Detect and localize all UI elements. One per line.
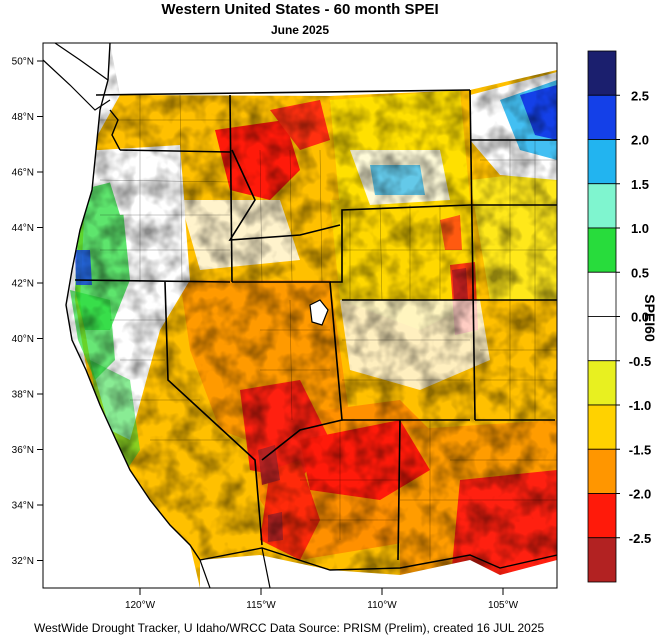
ocean-mask <box>43 43 557 588</box>
lat-label: 34°N <box>12 501 34 512</box>
colorbar-swatch <box>587 227 617 273</box>
coastline <box>65 43 201 561</box>
latitude-axis: 50°N 48°N 46°N 44°N 42°N 40°N 38°N 36°N 34°N 32°N <box>12 57 43 567</box>
map-title: Western United States - 60 month SPEI <box>161 1 439 18</box>
colorbar-swatch <box>587 50 617 96</box>
lat-label: 48°N <box>12 112 34 123</box>
colorbar-swatch <box>587 360 617 406</box>
lat-label: 50°N <box>12 57 34 68</box>
lat-label: 40°N <box>12 334 34 345</box>
colorbar-swatch <box>587 94 617 140</box>
colorbar-swatch <box>587 271 617 317</box>
colorbar-label: 2.5 <box>631 88 649 103</box>
colorbar-label: -1.5 <box>629 442 651 457</box>
county-boundaries <box>99 94 557 560</box>
colorbar-swatch <box>587 316 617 362</box>
colorbar-label: -2.0 <box>629 487 651 502</box>
colorbar-label: -1.0 <box>629 398 651 413</box>
colorbar-label: 2.0 <box>631 133 649 148</box>
colorbar-label: -0.5 <box>629 354 651 369</box>
colorbar-swatch <box>587 183 617 229</box>
colorbar-swatch <box>587 139 617 185</box>
colorbar-swatch <box>587 404 617 450</box>
lat-label: 32°N <box>12 556 34 567</box>
puget-sound <box>109 109 121 151</box>
state-boundaries <box>74 89 557 561</box>
map-frame <box>42 42 558 589</box>
colorbar-swatch <box>587 448 617 494</box>
colorbar-title: SPEI60 <box>642 294 658 342</box>
lon-label: 105°W <box>488 600 519 611</box>
footer-credit: WestWide Drought Tracker, U Idaho/WRCC D… <box>34 621 545 635</box>
colorbar-swatch <box>587 537 617 583</box>
longitude-axis: 120°W 115°W 110°W 105°W <box>125 588 519 611</box>
colorbar: 2.5 2.0 1.5 1.0 0.5 0.0 -0.5 -1.0 -1.5 -2.0 -2.5 <box>587 50 651 583</box>
lat-label: 36°N <box>12 445 34 456</box>
lat-label: 44°N <box>12 223 34 234</box>
gulf-coast <box>199 547 271 588</box>
colorbar-label: 1.5 <box>631 177 649 192</box>
vancouver-island <box>43 43 111 111</box>
map-subtitle: June 2025 <box>270 23 330 37</box>
lat-label: 38°N <box>12 390 34 401</box>
lat-label: 46°N <box>12 168 34 179</box>
colorbar-swatch <box>587 493 617 539</box>
lat-label: 42°N <box>12 279 34 290</box>
lon-label: 110°W <box>367 600 397 611</box>
great-salt-lake <box>309 299 329 326</box>
colorbar-label: 1.0 <box>631 221 649 236</box>
lon-label: 120°W <box>125 600 156 611</box>
colorbar-label: 0.0 <box>631 310 649 325</box>
lon-label: 115°W <box>246 600 276 611</box>
colorbar-label: -2.5 <box>629 531 651 546</box>
colorbar-label: 0.5 <box>631 265 649 280</box>
spei-field <box>43 43 557 588</box>
